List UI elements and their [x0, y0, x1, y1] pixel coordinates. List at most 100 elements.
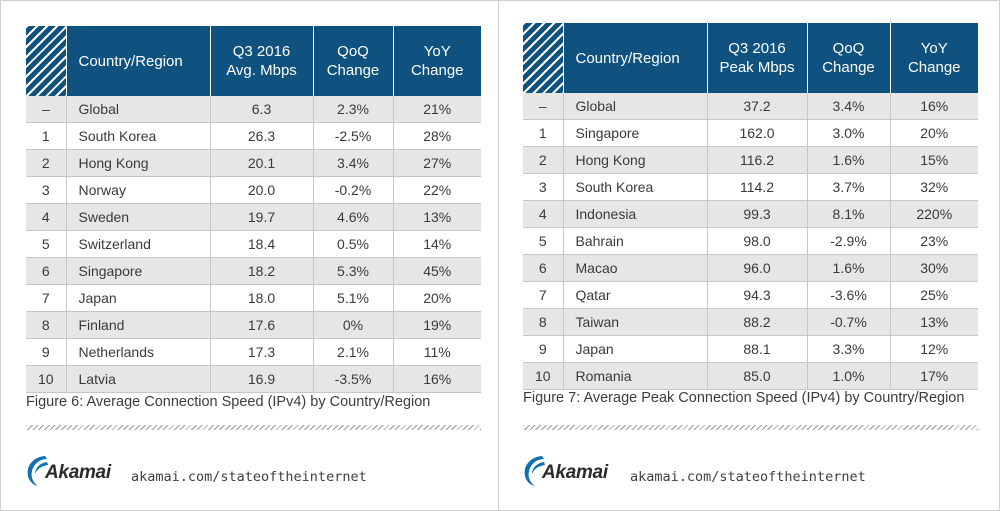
akamai-wave-icon	[27, 456, 48, 486]
speed-cell: 17.6	[210, 311, 314, 339]
figure-caption: Figure 6: Average Connection Speed (IPv4…	[26, 394, 431, 410]
hatched-divider	[26, 425, 481, 430]
table-row: 1 South Korea 26.3 -2.5% 28%	[26, 122, 481, 150]
table-row: 8 Finland 17.6 0% 19%	[26, 311, 481, 339]
speed-cell: 20.0	[210, 176, 314, 204]
footer-url[interactable]: akamai.com/stateoftheinternet	[131, 469, 367, 485]
rank-cell: –	[523, 93, 564, 120]
akamai-logo: Akamai	[25, 453, 117, 489]
speed-cell: 18.0	[210, 284, 314, 312]
yoy-cell: 220%	[890, 200, 978, 228]
table-row: 7 Qatar 94.3 -3.6% 25%	[523, 281, 978, 309]
yoy-cell: 15%	[890, 146, 978, 174]
country-cell: Latvia	[66, 365, 211, 393]
table-body: – Global 6.3 2.3% 21% 1 South Korea 26.3 -2.5% 2…	[26, 96, 481, 393]
table-row: 5 Bahrain 98.0 -2.9% 23%	[523, 227, 978, 255]
qoq-cell: 1.0%	[807, 362, 891, 390]
yoy-cell: 23%	[890, 227, 978, 255]
footer-url[interactable]: akamai.com/stateoftheinternet	[630, 469, 866, 485]
speed-cell: 6.3	[210, 96, 314, 123]
yoy-cell: 16%	[890, 93, 978, 120]
table-row: 8 Taiwan 88.2 -0.7% 13%	[523, 308, 978, 336]
average-speed-table: Country/Region Q3 2016 Avg. Mbps QoQ Cha…	[26, 26, 481, 393]
country-cell: Qatar	[563, 281, 708, 309]
header-yoy-change: YoY Change	[393, 26, 481, 96]
rank-cell: 7	[26, 284, 67, 312]
qoq-cell: 3.3%	[807, 335, 891, 363]
country-cell: South Korea	[563, 173, 708, 201]
rank-cell: –	[26, 96, 67, 123]
speed-cell: 88.2	[707, 308, 808, 336]
rank-cell: 3	[523, 173, 564, 201]
table-row: 2 Hong Kong 20.1 3.4% 27%	[26, 149, 481, 177]
header-country-region: Country/Region	[563, 23, 708, 93]
yoy-cell: 32%	[890, 173, 978, 201]
country-cell: Hong Kong	[66, 149, 211, 177]
table-row: 5 Switzerland 18.4 0.5% 14%	[26, 230, 481, 258]
akamai-wave-icon	[524, 456, 545, 486]
qoq-cell: 4.6%	[313, 203, 394, 231]
speed-cell: 96.0	[707, 254, 808, 282]
speed-cell: 114.2	[707, 173, 808, 201]
hatched-divider	[523, 425, 978, 430]
yoy-cell: 16%	[393, 365, 481, 393]
qoq-cell: -2.5%	[313, 122, 394, 150]
country-cell: Finland	[66, 311, 211, 339]
header-qoq-change: QoQ Change	[807, 23, 891, 93]
rank-cell: 7	[523, 281, 564, 309]
header-corner-cell	[523, 23, 564, 93]
speed-cell: 18.2	[210, 257, 314, 285]
rank-cell: 2	[26, 149, 67, 177]
table-row: – Global 6.3 2.3% 21%	[26, 96, 481, 123]
speed-cell: 37.2	[707, 93, 808, 120]
rank-cell: 10	[523, 362, 564, 390]
country-cell: South Korea	[66, 122, 211, 150]
yoy-cell: 27%	[393, 149, 481, 177]
table-row: 10 Romania 85.0 1.0% 17%	[523, 362, 978, 390]
rank-cell: 6	[26, 257, 67, 285]
rank-cell: 1	[523, 119, 564, 147]
country-cell: Japan	[563, 335, 708, 363]
rank-cell: 4	[26, 203, 67, 231]
speed-cell: 162.0	[707, 119, 808, 147]
header-peak-mbps: Q3 2016 Peak Mbps	[707, 23, 808, 93]
yoy-cell: 45%	[393, 257, 481, 285]
country-cell: Norway	[66, 176, 211, 204]
table-row: 6 Singapore 18.2 5.3% 45%	[26, 257, 481, 285]
figure-7-panel: Country/Region Q3 2016 Peak Mbps QoQ Cha…	[498, 0, 1000, 511]
speed-cell: 17.3	[210, 338, 314, 366]
header-qoq-change: QoQ Change	[313, 26, 394, 96]
akamai-wordmark: Akamai	[45, 462, 111, 483]
rank-cell: 3	[26, 176, 67, 204]
yoy-cell: 13%	[393, 203, 481, 231]
rank-cell: 5	[26, 230, 67, 258]
table-row: – Global 37.2 3.4% 16%	[523, 93, 978, 120]
qoq-cell: -0.7%	[807, 308, 891, 336]
yoy-cell: 13%	[890, 308, 978, 336]
speed-cell: 16.9	[210, 365, 314, 393]
qoq-cell: -2.9%	[807, 227, 891, 255]
yoy-cell: 22%	[393, 176, 481, 204]
table-row: 2 Hong Kong 116.2 1.6% 15%	[523, 146, 978, 174]
qoq-cell: 3.4%	[807, 93, 891, 120]
speed-cell: 20.1	[210, 149, 314, 177]
qoq-cell: 3.7%	[807, 173, 891, 201]
yoy-cell: 19%	[393, 311, 481, 339]
qoq-cell: 5.1%	[313, 284, 394, 312]
figure-caption: Figure 7: Average Peak Connection Speed …	[523, 390, 965, 406]
speed-cell: 88.1	[707, 335, 808, 363]
rank-cell: 4	[523, 200, 564, 228]
header-country-region: Country/Region	[66, 26, 211, 96]
qoq-cell: 1.6%	[807, 146, 891, 174]
yoy-cell: 20%	[393, 284, 481, 312]
rank-cell: 9	[26, 338, 67, 366]
country-cell: Switzerland	[66, 230, 211, 258]
country-cell: Singapore	[66, 257, 211, 285]
yoy-cell: 30%	[890, 254, 978, 282]
rank-cell: 1	[26, 122, 67, 150]
qoq-cell: 5.3%	[313, 257, 394, 285]
table-body: – Global 37.2 3.4% 16% 1 Singapore 162.0 3.0% 20…	[523, 93, 978, 390]
table-row: 9 Japan 88.1 3.3% 12%	[523, 335, 978, 363]
header-yoy-change: YoY Change	[890, 23, 978, 93]
country-cell: Romania	[563, 362, 708, 390]
